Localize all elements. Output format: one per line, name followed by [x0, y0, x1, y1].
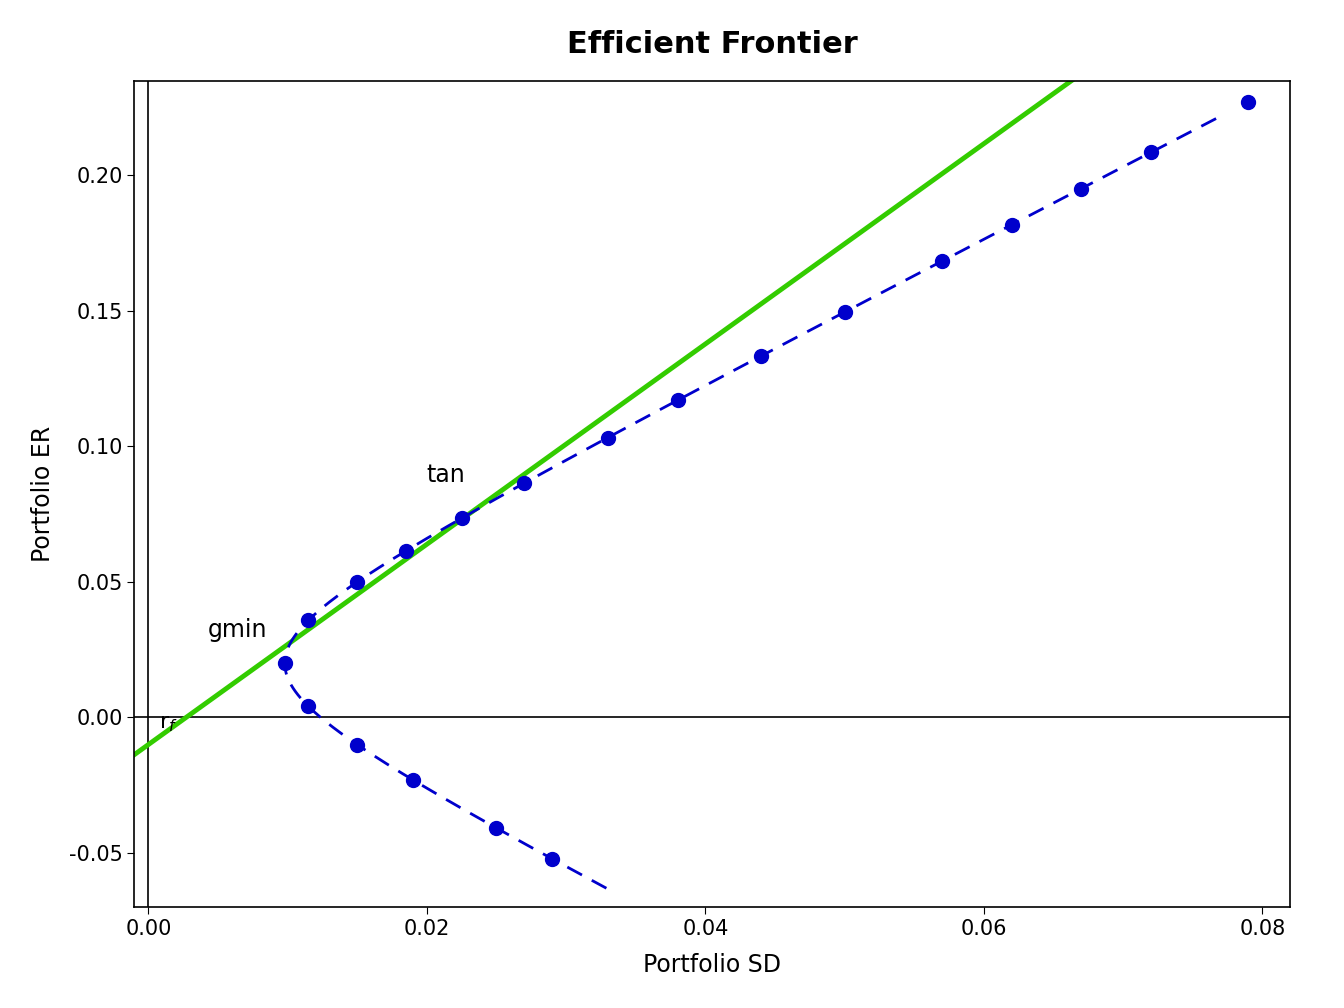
Point [298, 612, 320, 628]
Text: tan: tan [427, 463, 465, 487]
Point [542, 851, 563, 867]
Y-axis label: Portfolio ER: Portfolio ER [31, 425, 55, 562]
Text: r$_f$: r$_f$ [160, 714, 179, 734]
Point [347, 574, 368, 590]
Point [298, 699, 320, 715]
Point [274, 655, 296, 671]
Point [750, 348, 771, 364]
Point [485, 820, 507, 836]
Point [347, 737, 368, 753]
Point [1238, 94, 1259, 110]
Text: gmin: gmin [208, 618, 267, 642]
Point [513, 475, 535, 491]
Point [597, 429, 618, 446]
Point [395, 543, 417, 559]
Point [402, 772, 423, 788]
Point [1071, 180, 1093, 197]
Point [1001, 217, 1023, 233]
Point [1140, 144, 1161, 160]
Point [833, 304, 855, 321]
Point [931, 253, 953, 269]
Point [450, 510, 472, 526]
Point [667, 392, 688, 408]
X-axis label: Portfolio SD: Portfolio SD [644, 953, 781, 977]
Title: Efficient Frontier: Efficient Frontier [567, 30, 857, 58]
